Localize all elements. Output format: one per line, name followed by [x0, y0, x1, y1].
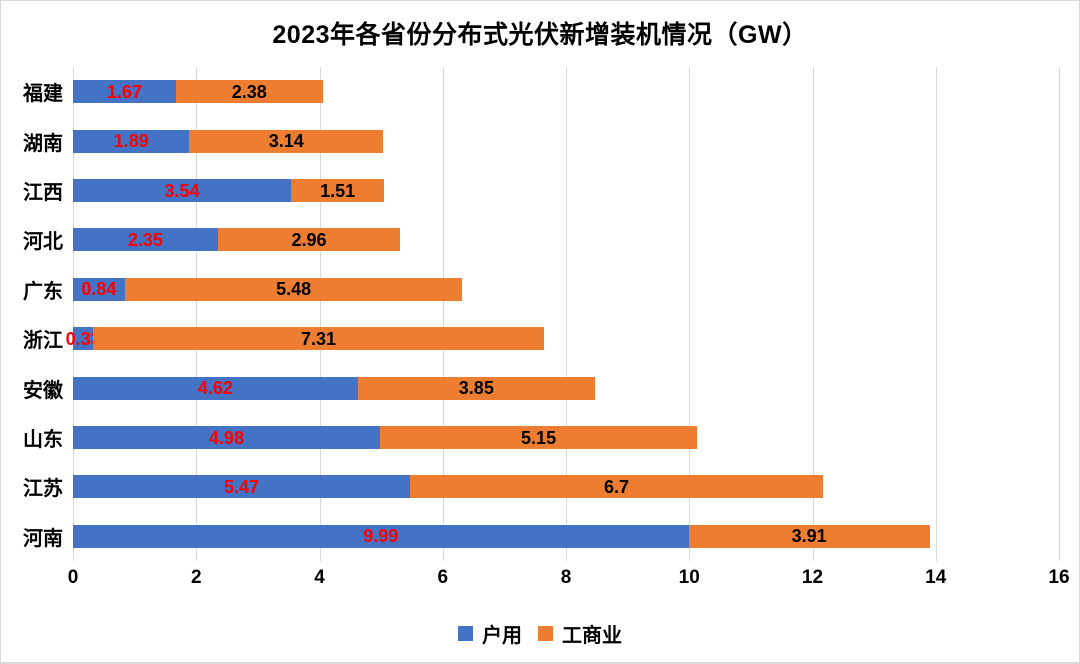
bar-row-9: 5.47 6.7: [73, 475, 823, 499]
value-label-household: 1.89: [113, 131, 149, 152]
value-label-household: 4.98: [208, 427, 244, 448]
bar-segment-household: 1.89: [73, 129, 190, 153]
x-tick-label: 8: [560, 567, 572, 588]
gridline: [319, 67, 321, 561]
x-tick-label: 2: [190, 567, 202, 588]
value-label-commercial-industrial: 5.48: [276, 279, 312, 300]
bar-segment-household: 9.99: [73, 524, 689, 548]
bar-segment-household: 4.98: [73, 426, 380, 449]
category-label: 河南: [23, 527, 63, 550]
legend-swatch-household: [458, 626, 473, 641]
x-axis: 0 2 4 6 8 10 12 14 16: [68, 567, 1070, 593]
bar-segment-commercial-industrial: 3.85: [357, 376, 595, 400]
value-label-household: 3.54: [164, 180, 200, 201]
bar-row-7: 4.62 3.85: [73, 376, 595, 400]
bar-segment-commercial-industrial: 2.96: [217, 228, 401, 252]
value-label-household: 0.84: [81, 279, 117, 300]
chart-title: 2023年各省份分布式光伏新增装机情况（GW）: [272, 21, 808, 49]
value-label-commercial-industrial: 5.15: [521, 427, 557, 448]
category-label: 河北: [23, 231, 63, 254]
gridline: [566, 67, 567, 561]
value-label-commercial-industrial: 3.85: [458, 378, 494, 399]
legend-swatch-commercial-industrial: [538, 626, 553, 641]
legend-label-commercial-industrial: 工商业: [562, 625, 622, 647]
bar-row-10: 9.99 3.91: [73, 524, 930, 548]
gridline: [812, 67, 814, 561]
bar-segment-household: 0.33: [66, 327, 101, 351]
gridline: [73, 67, 74, 561]
x-tick-label: 4: [314, 567, 325, 588]
value-label-commercial-industrial: 1.51: [320, 180, 356, 201]
value-label-commercial-industrial: 6.7: [604, 476, 630, 497]
bar-segment-commercial-industrial: 2.38: [175, 80, 323, 104]
category-label: 浙江: [23, 330, 63, 353]
category-label: 广东: [23, 280, 63, 303]
bar-row-1: 1.67 2.38: [73, 80, 323, 104]
value-label-household: 9.99: [363, 526, 399, 547]
bar-segment-commercial-industrial: 1.51: [291, 179, 385, 202]
bar-segment-commercial-industrial: 3.14: [189, 129, 383, 153]
category-label: 江苏: [23, 478, 63, 501]
x-tick-label: 10: [678, 567, 700, 588]
gridline: [196, 67, 198, 561]
gridline: [442, 67, 444, 561]
legend-label-household: 户用: [482, 625, 522, 647]
bar-row-2: 1.89 3.14: [73, 129, 383, 153]
gridline: [1059, 67, 1060, 561]
x-tick-label: 0: [67, 567, 79, 588]
value-label-commercial-industrial: 3.91: [791, 526, 827, 547]
value-label-household: 1.67: [106, 81, 142, 102]
bar-segment-household: 1.67: [73, 80, 176, 104]
legend: 户用 工商业: [1, 619, 1079, 648]
value-label-commercial-industrial: 7.31: [301, 328, 337, 349]
legend-item-commercial-industrial: 工商业: [538, 619, 622, 648]
bar-segment-commercial-industrial: 6.7: [410, 475, 823, 499]
value-label-household: 0.33: [65, 328, 101, 349]
bar-segment-commercial-industrial: 7.31: [93, 327, 544, 351]
x-tick-label: 14: [925, 567, 947, 588]
bar-segment-household: 5.47: [73, 475, 411, 499]
bar-row-4: 2.35 2.96: [73, 228, 401, 252]
value-label-commercial-industrial: 2.38: [231, 81, 267, 102]
bar-segment-household: 0.84: [73, 277, 125, 301]
bar-row-3: 3.54 1.51: [73, 179, 385, 202]
bar-segment-household: 4.62: [73, 376, 358, 400]
bar-segment-commercial-industrial: 3.91: [688, 524, 930, 548]
bar-segment-commercial-industrial: 5.15: [379, 426, 698, 449]
gridline: [935, 67, 937, 561]
bar-segment-commercial-industrial: 5.48: [124, 277, 463, 301]
value-label-commercial-industrial: 2.96: [291, 229, 327, 250]
value-label-household: 5.47: [224, 476, 260, 497]
value-label-commercial-industrial: 3.14: [268, 131, 304, 152]
bar-segment-household: 2.35: [73, 228, 218, 252]
bar-row-6: 0.33 7.31: [66, 327, 544, 351]
category-label: 江西: [23, 181, 63, 204]
bar-segment-household: 3.54: [73, 179, 292, 202]
x-tick-label: 6: [437, 567, 449, 588]
x-tick-label: 12: [801, 567, 824, 588]
value-label-household: 2.35: [127, 229, 163, 250]
value-label-household: 4.62: [197, 378, 233, 399]
bar-row-5: 0.84 5.48: [73, 277, 463, 301]
category-label: 山东: [23, 428, 63, 451]
category-label: 福建: [23, 83, 63, 106]
legend-item-household: 户用: [458, 619, 522, 648]
gridline: [689, 67, 691, 561]
plot-area: 1.67 2.38 1.89 3.14 3.54 1.51 2.35 2.96 0.84 5.48…: [66, 67, 1060, 561]
bar-row-8: 4.98 5.15: [73, 426, 698, 449]
x-tick-label: 16: [1048, 567, 1070, 588]
category-label: 安徽: [23, 379, 63, 402]
category-label: 湖南: [23, 132, 63, 155]
